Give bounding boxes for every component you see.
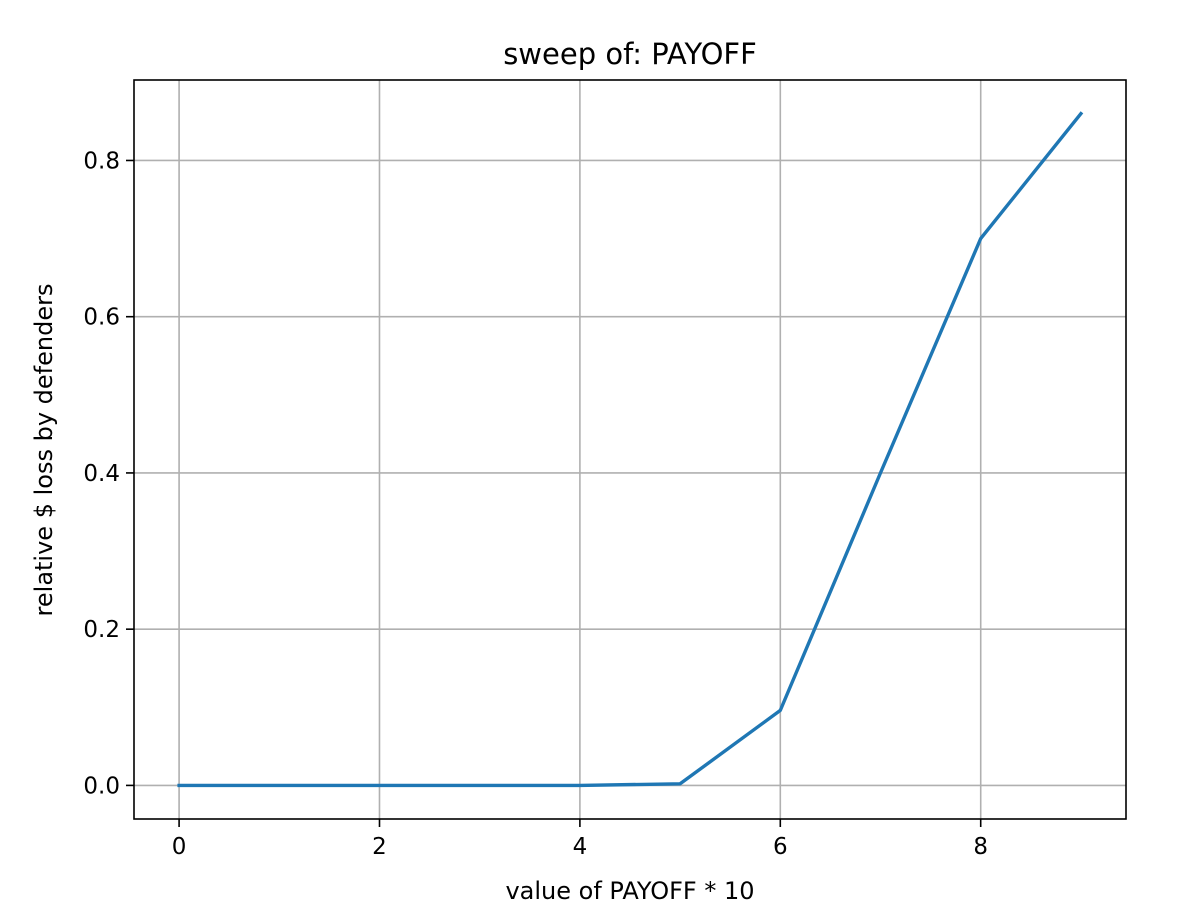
y-tick-label: 0.4	[83, 461, 120, 487]
y-tick-label: 0.6	[83, 305, 120, 331]
tick-layer: 0 2 4 6 8 0.0 0.2 0.4 0.6 0.8	[83, 148, 988, 860]
x-axis-label: value of PAYOFF * 10	[505, 877, 754, 905]
series-layer	[177, 111, 1084, 788]
x-tick-label: 2	[372, 834, 387, 860]
y-axis-label: relative $ loss by defenders	[30, 284, 58, 617]
y-tick-label: 0.2	[83, 617, 120, 643]
x-tick-label: 6	[773, 834, 788, 860]
y-tick-label: 0.0	[83, 773, 120, 799]
x-tick-label: 0	[172, 834, 187, 860]
chart-title: sweep of: PAYOFF	[503, 37, 757, 71]
grid-layer	[134, 80, 1126, 819]
plot-frame	[133, 79, 1127, 820]
y-tick-label: 0.8	[83, 148, 120, 174]
x-tick-label: 8	[973, 834, 988, 860]
x-tick-label: 4	[573, 834, 588, 860]
series-line	[177, 111, 1084, 788]
